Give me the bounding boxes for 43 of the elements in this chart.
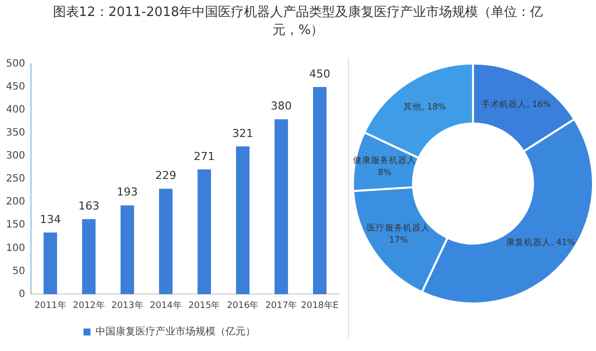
slice-label: 其他, 18% [404, 102, 446, 113]
y-tick-label: 50 [12, 266, 26, 277]
slice-label: 手术机器人, 16% [482, 98, 552, 110]
data-label: 321 [232, 126, 254, 140]
x-tick-label: 2017年 [265, 300, 298, 311]
x-tick-label: 2018年E [300, 300, 339, 311]
bar [313, 87, 326, 294]
data-label: 193 [116, 186, 138, 199]
legend-label: 中国康复医疗产业市场规模（亿元） [96, 326, 256, 338]
x-tick-label: 2014年 [150, 300, 182, 311]
x-tick-label: 2015年 [188, 300, 220, 311]
x-tick-label: 2012年 [72, 300, 105, 311]
data-label: 380 [270, 100, 292, 113]
y-tick-label: 300 [6, 150, 26, 162]
y-tick-label: 0 [18, 288, 26, 300]
y-tick-label: 200 [6, 196, 26, 208]
data-label: 229 [155, 169, 176, 182]
bar [198, 169, 212, 294]
slice-label: 康复机器人, 41% [506, 237, 576, 248]
y-tick-label: 150 [6, 220, 26, 231]
y-tick-label: 500 [6, 58, 26, 70]
bar [236, 146, 250, 294]
data-label: 17% [389, 235, 408, 246]
data-label: 8% [378, 168, 392, 178]
data-label: 450 [309, 67, 330, 80]
x-tick-label: 2011年 [34, 300, 66, 311]
bar [82, 219, 96, 294]
y-tick-label: 100 [6, 242, 26, 254]
data-label: 163 [78, 200, 100, 213]
bar [274, 119, 288, 294]
bar [120, 205, 134, 294]
y-tick-label: 250 [6, 174, 26, 185]
y-tick-label: 400 [6, 104, 26, 116]
x-tick-label: 2013年 [111, 300, 144, 311]
chart-title: 图表12：2011-2018年中国医疗机器人产品类型及康复医疗产业市场规模（单位：亿元，%） [52, 4, 544, 40]
bar [159, 188, 173, 294]
data-label: 134 [40, 212, 61, 226]
y-tick-label: 450 [6, 82, 26, 93]
x-tick-label: 2016年 [226, 300, 259, 311]
slice-label: 医疗服务机器人 [367, 222, 430, 234]
bar [44, 232, 58, 294]
data-label: 271 [194, 150, 215, 163]
y-tick-label: 350 [6, 128, 26, 139]
